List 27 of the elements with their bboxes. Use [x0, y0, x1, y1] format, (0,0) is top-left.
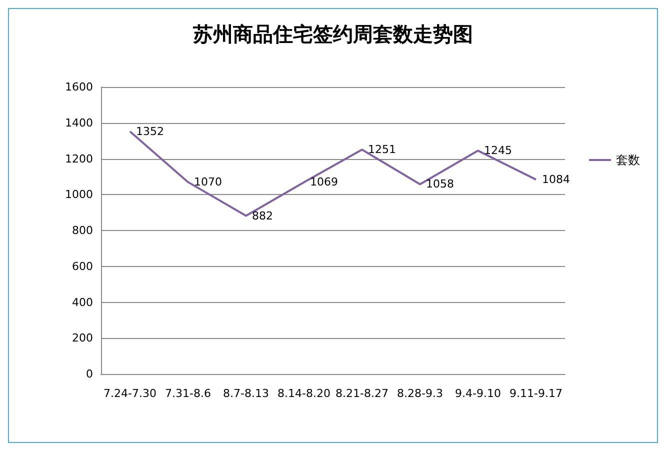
x-tick-label: 8.7-8.13 — [223, 387, 269, 400]
x-tick-label: 7.24-7.30 — [104, 387, 156, 400]
y-tick-label: 600 — [72, 260, 93, 273]
data-label: 1084 — [542, 173, 570, 186]
x-tick-label: 8.14-8.20 — [278, 387, 330, 400]
x-tick-label: 8.28-9.3 — [397, 387, 443, 400]
y-tick-label: 800 — [72, 224, 93, 237]
y-tick-label: 1000 — [65, 188, 93, 202]
y-tick-label: 1400 — [65, 116, 93, 130]
x-tick-label: 8.21-8.27 — [336, 387, 388, 400]
data-label: 1069 — [310, 176, 338, 189]
y-tick-label: 1200 — [65, 152, 93, 166]
x-tick-label: 9.11-9.17 — [510, 387, 562, 400]
chart-title: 苏州商品住宅签约周套数走势图 — [192, 22, 473, 46]
legend-label: 套数 — [616, 153, 640, 167]
y-tick-label: 200 — [72, 332, 93, 345]
y-tick-label: 1600 — [65, 80, 93, 94]
y-tick-label: 400 — [72, 296, 93, 309]
y-tick-label: 0 — [86, 368, 93, 380]
x-tick-label: 9.4-9.10 — [455, 387, 501, 400]
data-label: 1058 — [426, 178, 454, 191]
data-label: 1070 — [194, 176, 222, 189]
x-tick-label: 7.31-8.6 — [165, 387, 211, 400]
data-label: 1245 — [484, 144, 512, 158]
data-label: 882 — [252, 209, 273, 222]
data-label: 1352 — [136, 124, 164, 138]
data-label: 1251 — [368, 143, 396, 156]
